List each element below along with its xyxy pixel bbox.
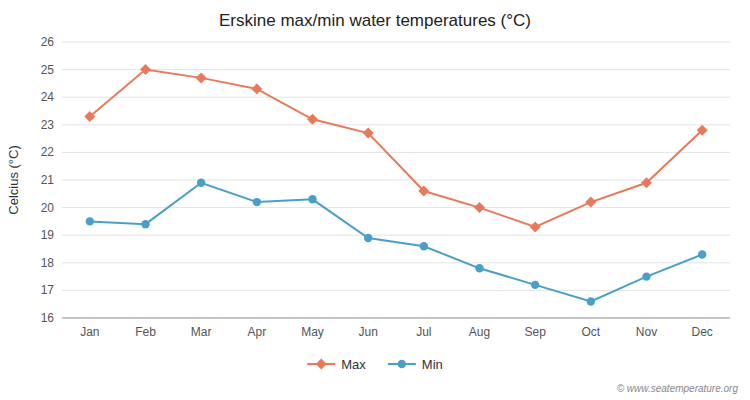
grid-line bbox=[62, 97, 730, 98]
data-point bbox=[420, 242, 428, 250]
data-point bbox=[141, 220, 149, 228]
data-point bbox=[587, 297, 595, 305]
legend-label: Max bbox=[341, 357, 366, 372]
data-point bbox=[86, 217, 94, 225]
data-point bbox=[474, 202, 485, 213]
data-point bbox=[531, 281, 539, 289]
legend: Max Min bbox=[307, 357, 443, 372]
data-point bbox=[307, 114, 318, 125]
x-tick-label: Jul bbox=[416, 325, 431, 339]
y-tick-label: 24 bbox=[41, 90, 55, 104]
data-point bbox=[697, 125, 708, 136]
data-point bbox=[84, 111, 95, 122]
x-tick-label: Sep bbox=[524, 325, 546, 339]
y-tick-label: 19 bbox=[41, 228, 55, 242]
x-tick-label: Nov bbox=[636, 325, 657, 339]
y-tick-label: 21 bbox=[41, 173, 55, 187]
data-point bbox=[364, 234, 372, 242]
y-tick-label: 23 bbox=[41, 118, 55, 132]
y-tick-label: 16 bbox=[41, 311, 55, 325]
y-tick-label: 22 bbox=[41, 145, 55, 159]
x-tick-label: May bbox=[301, 325, 324, 339]
data-point bbox=[308, 195, 316, 203]
y-tick-label: 25 bbox=[41, 63, 55, 77]
grid-line bbox=[62, 180, 730, 181]
data-point bbox=[197, 179, 205, 187]
grid-line bbox=[62, 69, 730, 70]
plot-data bbox=[84, 64, 707, 306]
grid-line bbox=[62, 235, 730, 236]
x-tick-label: Dec bbox=[691, 325, 712, 339]
data-point bbox=[140, 64, 151, 75]
grid-line bbox=[62, 290, 730, 291]
legend-item: Max bbox=[307, 357, 366, 372]
grid-line bbox=[62, 124, 730, 125]
grid-line bbox=[62, 262, 730, 263]
chart-container: 16 17 18 19 20 21 22 23 24 25 26 Jan Feb Mar Apr May Jun… bbox=[0, 0, 750, 400]
data-point bbox=[363, 128, 374, 139]
x-tick-label: Mar bbox=[191, 325, 212, 339]
data-point bbox=[196, 72, 207, 83]
data-point bbox=[642, 272, 650, 280]
x-tick-label: Jun bbox=[358, 325, 377, 339]
x-tick-label: Jan bbox=[80, 325, 99, 339]
chart-title: Erskine max/min water temperatures (°C) bbox=[219, 11, 531, 30]
chart-svg: 16 17 18 19 20 21 22 23 24 25 26 Jan Feb Mar Apr May Jun… bbox=[0, 0, 750, 400]
data-point bbox=[641, 177, 652, 188]
data-point bbox=[418, 186, 429, 197]
y-tick-label: 17 bbox=[41, 283, 55, 297]
x-tick-label: Feb bbox=[135, 325, 156, 339]
legend-item: Min bbox=[388, 357, 443, 372]
grid-line bbox=[62, 42, 730, 43]
x-axis-line bbox=[62, 318, 730, 319]
legend-marker bbox=[398, 360, 406, 368]
x-tick-label: Oct bbox=[581, 325, 600, 339]
x-tick-label: Aug bbox=[469, 325, 490, 339]
data-point bbox=[585, 197, 596, 208]
series-line bbox=[90, 70, 702, 227]
y-tick-label: 20 bbox=[41, 201, 55, 215]
watermark: © www.seatemperature.org bbox=[617, 383, 739, 394]
data-point bbox=[530, 221, 541, 232]
data-point bbox=[698, 250, 706, 258]
grid-line bbox=[62, 152, 730, 153]
legend-label: Min bbox=[422, 357, 443, 372]
data-point bbox=[475, 264, 483, 272]
grid-line bbox=[62, 318, 730, 319]
x-tick-label: Apr bbox=[247, 325, 266, 339]
grid bbox=[62, 42, 730, 318]
y-tick-label: 18 bbox=[41, 256, 55, 270]
y-axis-label: Celcius (°C) bbox=[6, 145, 21, 214]
grid-line bbox=[62, 207, 730, 208]
legend-marker bbox=[316, 359, 327, 370]
data-point bbox=[253, 198, 261, 206]
y-tick-label: 26 bbox=[41, 35, 55, 49]
series-line bbox=[90, 183, 702, 302]
data-point bbox=[251, 83, 262, 94]
